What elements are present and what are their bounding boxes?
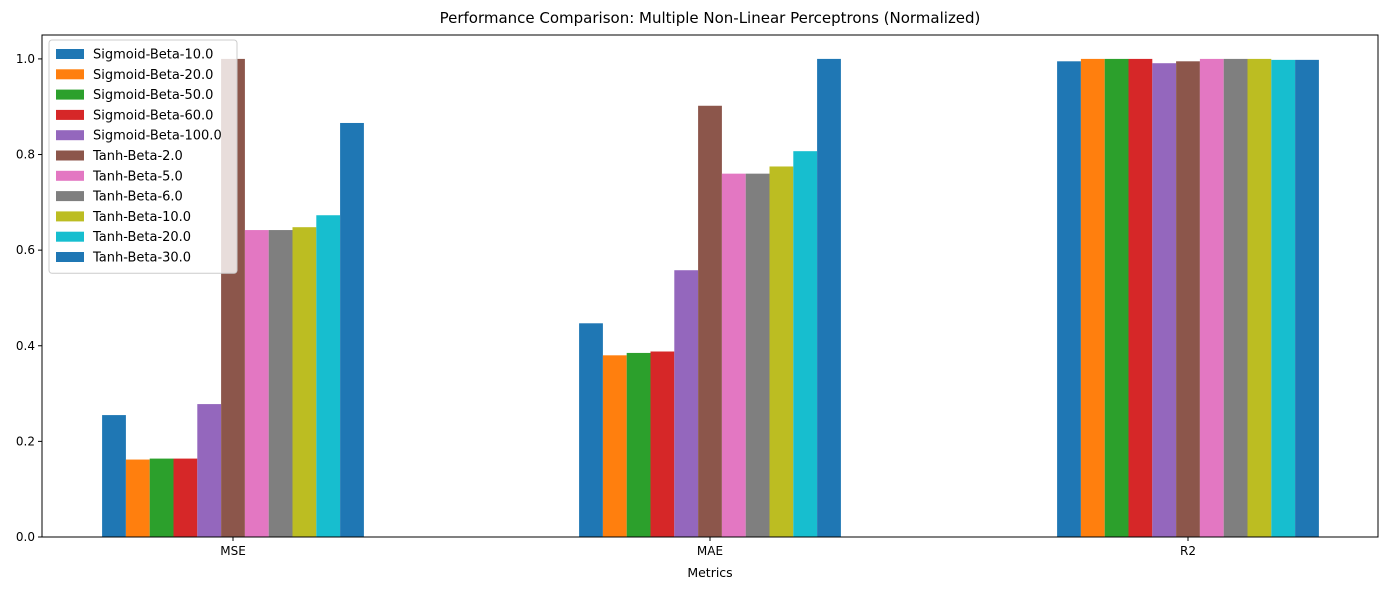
x-axis-label: Metrics [687,565,732,580]
bar-mae-tanh-beta-2-0 [698,105,722,537]
bar-mae-sigmoid-beta-50-0 [626,352,651,537]
bar-mse-sigmoid-beta-50-0 [149,458,174,537]
legend-label: Tanh-Beta-20.0 [92,230,191,245]
ticks-layer: 0.0 0.2 0.4 0.6 0.8 1.0 MSE MAE R2 [16,52,1196,558]
bars-layer [102,58,1319,538]
legend-label: Tanh-Beta-5.0 [92,169,183,184]
bar-mse-sigmoid-beta-60-0 [173,458,198,537]
y-tick-label: 0.6 [16,243,35,257]
legend-label: Sigmoid-Beta-60.0 [93,108,213,123]
bar-mae-tanh-beta-6-0 [745,173,770,537]
bar-r2-tanh-beta-6-0 [1223,58,1248,538]
bar-mse-tanh-beta-20-0 [316,215,341,538]
bar-mse-tanh-beta-10-0 [292,227,317,537]
x-tick-label-mae: MAE [697,544,723,558]
bar-mae-sigmoid-beta-60-0 [650,351,675,537]
legend-swatch [56,49,84,59]
legend-swatch [56,109,84,120]
bar-r2-sigmoid-beta-60-0 [1128,58,1153,538]
legend-label: Sigmoid-Beta-10.0 [93,48,213,63]
legend: Sigmoid-Beta-10.0 Sigmoid-Beta-20.0 Sigmoi… [48,39,238,274]
legend-swatch [56,150,84,161]
legend-label: Sigmoid-Beta-50.0 [93,88,213,103]
y-tick-label: 0.4 [16,339,35,353]
legend-label: Tanh-Beta-6.0 [92,190,183,205]
bar-r2-tanh-beta-10-0 [1247,58,1272,538]
bar-mae-tanh-beta-30-0 [817,58,841,538]
legend-label: Tanh-Beta-2.0 [92,149,183,164]
legend-label: Tanh-Beta-10.0 [92,210,191,225]
bar-mse-tanh-beta-30-0 [340,122,364,537]
legend-swatch [56,89,84,100]
legend-label: Sigmoid-Beta-20.0 [93,68,213,83]
bar-mae-tanh-beta-20-0 [793,151,818,537]
legend-box [48,39,238,274]
bar-mse-tanh-beta-5-0 [244,230,269,537]
legend-swatch [56,170,84,181]
x-tick-label-mse: MSE [220,544,246,558]
bar-r2-sigmoid-beta-10-0 [1057,61,1081,538]
bar-mae-tanh-beta-10-0 [769,166,794,538]
bar-mae-sigmoid-beta-10-0 [579,323,603,537]
legend-swatch [56,211,84,222]
legend-swatch [56,252,84,262]
bar-mse-sigmoid-beta-10-0 [102,415,126,537]
bar-mae-tanh-beta-5-0 [721,173,746,537]
legend-label: Tanh-Beta-30.0 [92,251,191,266]
legend-swatch [56,130,84,141]
bar-mse-tanh-beta-6-0 [268,230,293,537]
bar-r2-tanh-beta-5-0 [1199,58,1224,538]
bar-mae-sigmoid-beta-100-0 [674,270,699,537]
bar-r2-tanh-beta-30-0 [1295,59,1319,538]
legend-swatch [56,231,84,242]
bar-mae-sigmoid-beta-20-0 [602,355,627,537]
y-tick-label: 0.8 [16,148,35,162]
legend-label: Sigmoid-Beta-100.0 [93,129,222,144]
y-tick-label: 0.2 [16,434,35,448]
bar-r2-sigmoid-beta-100-0 [1152,63,1177,538]
x-tick-label-r2: R2 [1180,544,1196,558]
bar-r2-sigmoid-beta-20-0 [1080,58,1105,538]
y-tick-label: 0.0 [16,530,35,544]
y-tick-label: 1.0 [16,52,35,66]
bar-r2-tanh-beta-20-0 [1271,59,1296,538]
bar-r2-sigmoid-beta-50-0 [1104,58,1129,538]
bar-r2-tanh-beta-2-0 [1176,61,1200,538]
chart-title: Performance Comparison: Multiple Non-Lin… [440,9,981,27]
legend-swatch [56,191,84,202]
bar-mse-sigmoid-beta-100-0 [197,404,222,537]
bar-mse-sigmoid-beta-20-0 [125,459,150,537]
legend-swatch [56,69,84,80]
